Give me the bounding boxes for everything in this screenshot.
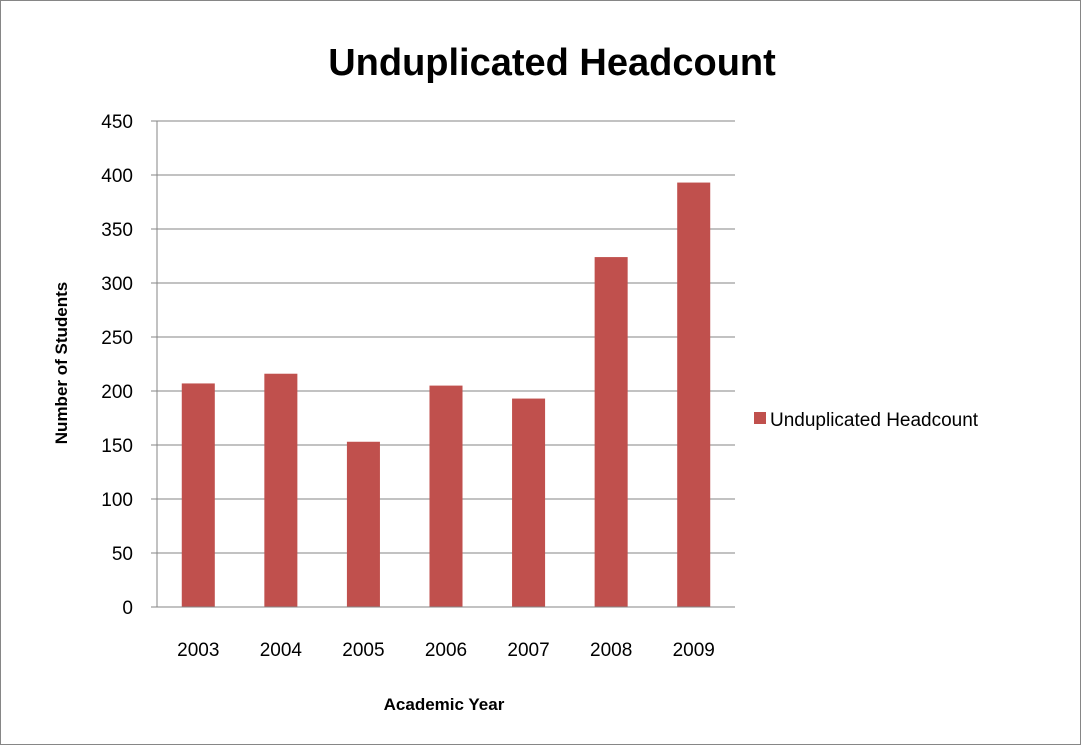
- x-tick-label: 2004: [260, 640, 303, 661]
- x-tick-label: 2009: [673, 640, 715, 661]
- x-tick-label: 2005: [342, 640, 384, 661]
- legend-label: Unduplicated Headcount: [770, 410, 979, 431]
- legend-swatch: [754, 412, 766, 424]
- bar-2006: [429, 385, 463, 607]
- y-tick-label: 100: [101, 490, 133, 511]
- x-axis-title: Academic Year: [384, 695, 505, 714]
- x-tick-label: 2003: [177, 640, 219, 661]
- y-tick-label: 150: [101, 436, 133, 457]
- bar-2007: [512, 398, 546, 607]
- legend: Unduplicated Headcount: [754, 410, 979, 431]
- y-tick-label: 250: [101, 328, 133, 349]
- x-tick-label: 2007: [507, 640, 549, 661]
- y-tick-labels: 0 50 100 150 200 250 300 350 400 450: [101, 112, 133, 619]
- bar-2009: [677, 182, 711, 607]
- y-tick-label: 200: [101, 382, 133, 403]
- y-tick-label: 350: [101, 220, 133, 241]
- bar-2004: [264, 373, 298, 607]
- y-tick-label: 300: [101, 274, 133, 295]
- bars: [181, 182, 711, 607]
- bar-2008: [594, 257, 628, 607]
- y-tick-label: 50: [112, 544, 133, 565]
- axes: [151, 121, 735, 608]
- x-tick-labels: 2003 2004 2005 2006 2007 2008 2009: [177, 640, 715, 661]
- y-tick-label: 450: [101, 112, 133, 133]
- bar-2005: [346, 441, 380, 607]
- x-tick-label: 2008: [590, 640, 632, 661]
- y-tick-label: 400: [101, 166, 133, 187]
- y-axis-title: Number of Students: [52, 282, 71, 444]
- chart-title: Unduplicated Headcount: [328, 42, 776, 84]
- x-tick-label: 2006: [425, 640, 467, 661]
- y-tick-label: 0: [122, 598, 133, 619]
- bar-2003: [181, 383, 215, 607]
